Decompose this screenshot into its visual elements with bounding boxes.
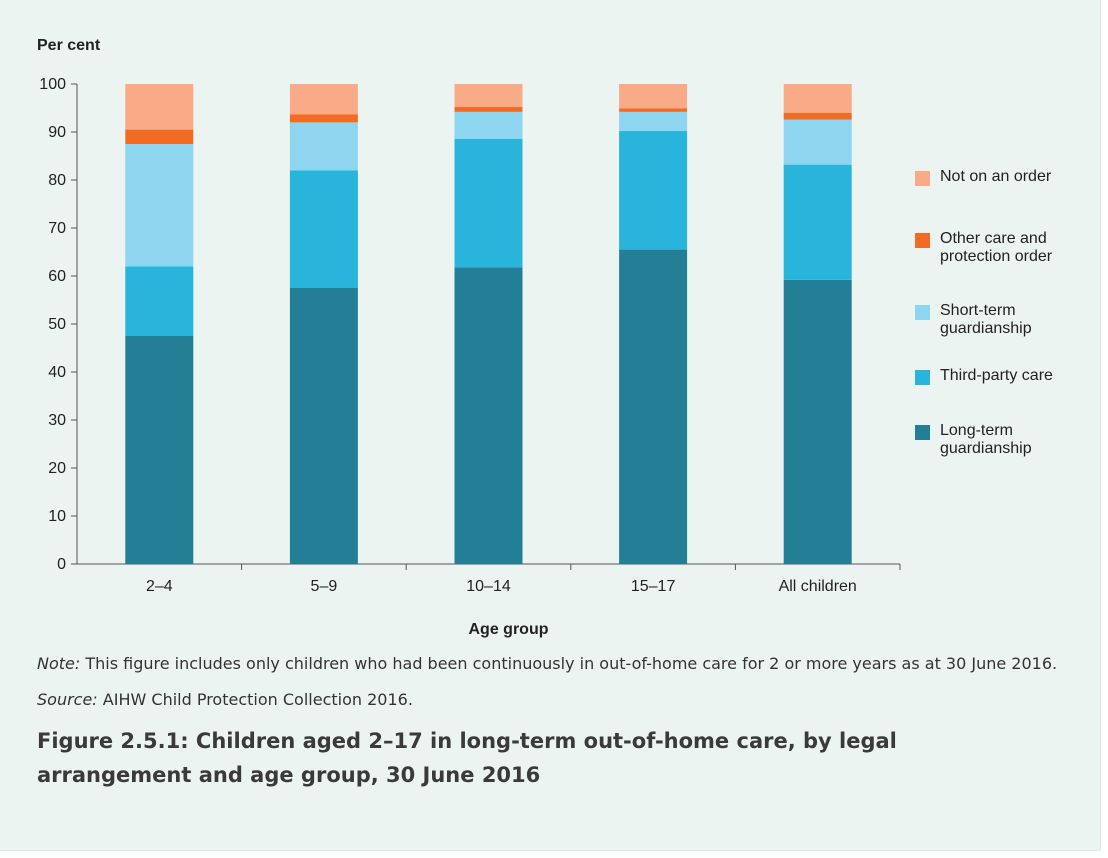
- bar-segment: [125, 336, 194, 564]
- y-tick-label: 60: [48, 268, 66, 285]
- legend-swatch: [915, 370, 930, 385]
- bar-segment: [783, 164, 852, 280]
- x-tick-label: 2–4: [146, 578, 173, 595]
- y-tick-label: 0: [57, 556, 66, 573]
- legend-item-third-party: Third-party care: [915, 367, 1090, 385]
- chart-legend: Not on an order Other care and protectio…: [915, 0, 1105, 640]
- x-tick-label: 15–17: [631, 578, 676, 595]
- legend-swatch: [915, 233, 930, 248]
- bar-segment: [783, 279, 852, 564]
- figure-caption: Figure 2.5.1: Children aged 2–17 in long…: [37, 729, 897, 787]
- bar-segment: [783, 84, 852, 113]
- bar-segment: [454, 84, 523, 108]
- source-label: Source:: [37, 690, 98, 709]
- legend-label: Third-party care: [940, 367, 1053, 384]
- note-text: Note: This figure includes only children…: [37, 650, 1077, 678]
- bar-segment: [454, 138, 523, 268]
- legend-label: Other care and protection order: [940, 230, 1053, 265]
- bar-segment: [125, 84, 194, 130]
- bar-segment: [454, 267, 523, 564]
- y-tick-label: 70: [48, 220, 66, 237]
- bar-segment: [454, 107, 523, 112]
- legend-swatch: [915, 425, 930, 440]
- bar-segment: [289, 84, 358, 115]
- bar-segment: [619, 84, 688, 109]
- bar-segment: [619, 108, 688, 112]
- legend-swatch: [915, 305, 930, 320]
- y-tick-label: 40: [48, 364, 66, 381]
- figure-notes: Note: This figure includes only children…: [37, 650, 1077, 792]
- legend-label: Long-term guardianship: [940, 422, 1032, 457]
- y-tick-label: 80: [48, 172, 66, 189]
- bar-segment: [289, 288, 358, 564]
- bar-segment: [783, 119, 852, 165]
- note-label: Note:: [37, 654, 81, 673]
- legend-swatch: [915, 171, 930, 186]
- bar-segment: [454, 111, 523, 139]
- note-body: This figure includes only children who h…: [80, 654, 1058, 673]
- legend-label: Not on an order: [940, 168, 1052, 185]
- y-tick-label: 50: [48, 316, 66, 333]
- bar-segment: [289, 170, 358, 288]
- bar-segment: [619, 131, 688, 250]
- bar-segment: [125, 266, 194, 336]
- bar-segment: [783, 112, 852, 120]
- stacked-bar-chart: Per cent 0 10 20 30 40 50 60 70 80 90 100 2–4 5–9 10–1…: [37, 37, 901, 638]
- source-text: Source: AIHW Child Protection Collection…: [37, 686, 1077, 714]
- x-axis-label: Age group: [469, 621, 549, 638]
- legend-item-long-term: Long-term guardianship: [915, 422, 1090, 458]
- legend-label: Short-term guardianship: [940, 302, 1032, 337]
- y-axis-label: Per cent: [37, 37, 101, 54]
- x-tick-label: All children: [779, 578, 857, 595]
- source-body: AIHW Child Protection Collection 2016.: [97, 690, 413, 709]
- y-tick-label: 90: [48, 124, 66, 141]
- bar-segment: [289, 114, 358, 123]
- x-tick-label: 5–9: [311, 578, 338, 595]
- legend-item-other-order: Other care and protection order: [915, 230, 1090, 266]
- y-tick-label: 10: [48, 508, 66, 525]
- y-tick-label: 100: [39, 76, 66, 93]
- bar-segment: [289, 122, 358, 171]
- bar-segment: [125, 129, 194, 144]
- bar-segment: [619, 249, 688, 564]
- bar-segment: [619, 111, 688, 132]
- legend-item-not-on-order: Not on an order: [915, 168, 1090, 186]
- x-tick-label: 10–14: [466, 578, 511, 595]
- y-tick-label: 30: [48, 412, 66, 429]
- legend-item-short-term: Short-term guardianship: [915, 302, 1090, 338]
- bar-segment: [125, 144, 194, 267]
- y-tick-label: 20: [48, 460, 66, 477]
